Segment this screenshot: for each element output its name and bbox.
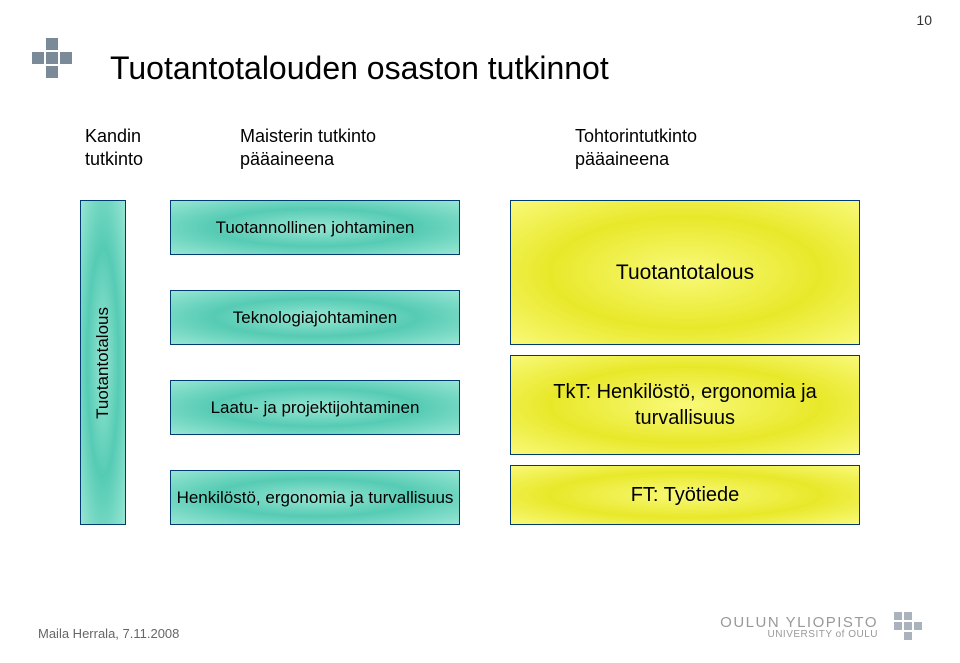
tohtorin-label-0: Tuotantotalous	[616, 261, 754, 285]
tohtorin-box-2: FT: Työtiede	[510, 465, 860, 525]
maisterin-label-3: Henkilöstö, ergonomia ja turvallisuus	[177, 488, 454, 508]
tohtorin-box-0: Tuotantotalous	[510, 200, 860, 345]
maisterin-box-2: Laatu- ja projektijohtaminen	[170, 380, 460, 435]
logo-sub: UNIVERSITY of OULU	[720, 630, 878, 640]
logo-icon	[888, 609, 924, 645]
tohtorin-box-1: TkT: Henkilöstö, ergonomia ja turvallisu…	[510, 355, 860, 455]
corner-decoration	[32, 38, 80, 86]
maisterin-label-1: Teknologiajohtaminen	[233, 308, 397, 328]
university-logo: OULUN YLIOPISTO UNIVERSITY of OULU	[720, 609, 924, 645]
kandin-label: Tuotantotalous	[93, 307, 113, 419]
header-tohtorin: Tohtorintutkintopääaineena	[575, 125, 697, 170]
maisterin-box-1: Teknologiajohtaminen	[170, 290, 460, 345]
footer-text: Maila Herrala, 7.11.2008	[38, 626, 179, 641]
logo-main: OULUN YLIOPISTO	[720, 615, 878, 630]
maisterin-box-0: Tuotannollinen johtaminen	[170, 200, 460, 255]
slide-title: Tuotantotalouden osaston tutkinnot	[110, 50, 609, 87]
header-kandin: Kandintutkinto	[85, 125, 143, 170]
maisterin-box-3: Henkilöstö, ergonomia ja turvallisuus	[170, 470, 460, 525]
page-number: 10	[916, 12, 932, 28]
maisterin-label-0: Tuotannollinen johtaminen	[216, 218, 415, 238]
header-maisterin: Maisterin tutkintopääaineena	[240, 125, 376, 170]
kandin-box: Tuotantotalous	[80, 200, 126, 525]
tohtorin-label-2: FT: Työtiede	[631, 484, 740, 507]
maisterin-label-2: Laatu- ja projektijohtaminen	[211, 398, 420, 418]
degree-diagram: Tuotantotalous Tuotannollinen johtaminen…	[80, 200, 880, 530]
tohtorin-label-1: TkT: Henkilöstö, ergonomia ja turvallisu…	[511, 379, 859, 431]
